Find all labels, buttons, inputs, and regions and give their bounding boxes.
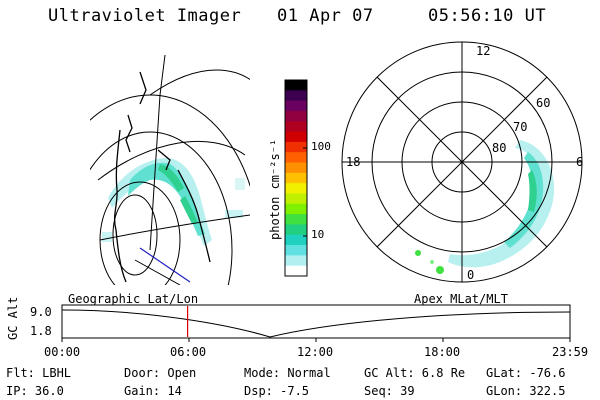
colorbar-swatch	[285, 214, 307, 225]
instrument-title: Ultraviolet Imager	[48, 6, 242, 26]
left-panel-title: Geographic Lat/Lon	[68, 292, 199, 306]
right-panel-title: Apex MLat/MLT	[414, 292, 508, 306]
auroral-emission-geo	[102, 158, 245, 246]
mlt-label-18: 18	[346, 155, 361, 169]
colorbar-swatch	[285, 172, 307, 184]
time-label: 05:56:10 UT	[428, 6, 547, 26]
timeline-xtick-1: 06:00	[170, 345, 207, 359]
colorbar-tick-10: 10	[311, 228, 325, 241]
status-gain: Gain: 14	[124, 384, 182, 398]
spacecraft-track	[139, 247, 191, 283]
colorbar-swatch	[285, 121, 307, 133]
lat-label-80: 80	[492, 141, 507, 155]
mlt-label-6: 6	[576, 155, 584, 169]
colorbar-frame	[284, 79, 308, 277]
status-flt: Flt: LBHL	[6, 366, 72, 380]
timeline-xtick-4: 23:59	[552, 345, 589, 359]
colorbar-swatch	[285, 224, 307, 236]
timeline-xtick-2: 12:00	[297, 345, 334, 359]
colorbar-swatch	[285, 265, 307, 277]
polar-grid	[341, 41, 583, 283]
timeline-plot	[61, 304, 571, 342]
polar-map	[341, 41, 583, 283]
colorbar-swatch	[285, 162, 307, 174]
status-glat: GLat: -76.6	[486, 366, 566, 380]
auroral-emission-polar	[415, 140, 555, 274]
colorbar-tick-100: 100	[311, 140, 331, 153]
colorbar-swatch	[285, 255, 307, 267]
lat-label-70: 70	[513, 120, 528, 134]
mlt-label-12: 12	[476, 44, 491, 58]
colorbar-swatch	[285, 80, 307, 91]
colorbar-swatch	[285, 152, 307, 164]
colorbar-swatch	[285, 100, 307, 112]
colorbar-swatch	[285, 183, 307, 194]
colorbar-swatch	[285, 131, 307, 143]
status-dsp: Dsp: -7.5	[244, 384, 310, 398]
mlt-label-0: 0	[467, 268, 475, 282]
colorbar-swatch	[285, 141, 307, 153]
colorbar-swatch	[285, 245, 307, 256]
geographic-map	[90, 54, 250, 285]
timeline-ylabel: GC Alt	[6, 296, 20, 340]
colorbar-swatch	[285, 234, 307, 246]
altitude-curve	[61, 309, 571, 338]
colorbar-swatch	[285, 110, 307, 122]
colorbar-swatch	[285, 193, 307, 205]
timeline-ytick-max: 9.0	[30, 305, 52, 319]
timeline-xtick-0: 00:00	[44, 345, 81, 359]
colorbar	[284, 79, 308, 277]
date-label: 01 Apr 07	[277, 6, 374, 26]
status-gcalt: GC Alt: 6.8 Re	[364, 366, 466, 380]
colorbar-swatch	[285, 203, 307, 215]
timeline-xtick-3: 18:00	[424, 345, 461, 359]
lat-label-60: 60	[536, 96, 551, 110]
coastline	[113, 71, 211, 283]
status-mode: Mode: Normal	[244, 366, 331, 380]
status-ip: IP: 36.0	[6, 384, 64, 398]
status-seq: Seq: 39	[364, 384, 415, 398]
timeline-ytick-min: 1.8	[30, 324, 52, 338]
status-glon: GLon: 322.5	[486, 384, 566, 398]
status-door: Door: Open	[124, 366, 197, 380]
colorbar-swatch	[285, 90, 307, 102]
colorbar-label: photon cm⁻²s⁻¹	[268, 138, 282, 240]
